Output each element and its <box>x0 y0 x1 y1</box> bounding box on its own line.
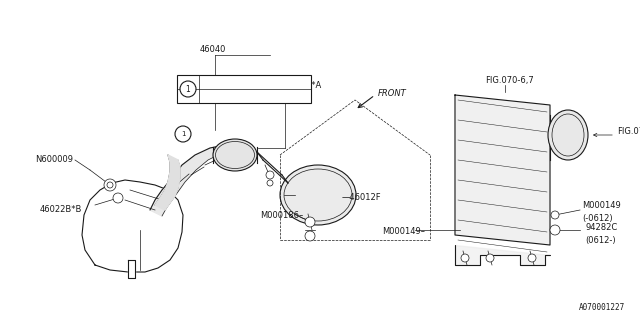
Ellipse shape <box>213 139 257 171</box>
Polygon shape <box>150 145 253 216</box>
Circle shape <box>551 211 559 219</box>
Text: N600009: N600009 <box>35 156 73 164</box>
Circle shape <box>267 180 273 186</box>
Ellipse shape <box>216 141 255 169</box>
Ellipse shape <box>284 169 352 221</box>
Polygon shape <box>128 260 135 280</box>
Circle shape <box>528 254 536 262</box>
Text: A070001227: A070001227 <box>579 303 625 312</box>
Text: M000149: M000149 <box>582 201 621 210</box>
Ellipse shape <box>552 114 584 156</box>
Bar <box>177 75 311 103</box>
Polygon shape <box>155 155 180 210</box>
Polygon shape <box>455 245 550 265</box>
Circle shape <box>486 254 494 262</box>
Ellipse shape <box>548 110 588 160</box>
Circle shape <box>550 225 560 235</box>
Text: FRONT: FRONT <box>378 89 407 98</box>
Text: FIG.073: FIG.073 <box>617 127 640 137</box>
Circle shape <box>305 231 315 241</box>
Circle shape <box>107 182 113 188</box>
Text: (-0612): (-0612) <box>582 213 612 222</box>
Text: 46022B*A: 46022B*A <box>280 81 323 90</box>
Circle shape <box>305 217 315 227</box>
Circle shape <box>104 179 116 191</box>
Text: N600009 ( -'07MY0609): N600009 ( -'07MY0609) <box>203 77 300 86</box>
Circle shape <box>113 193 123 203</box>
Circle shape <box>175 126 191 142</box>
Polygon shape <box>455 95 550 245</box>
Text: 1: 1 <box>180 131 185 137</box>
Text: FIG.070-6,7: FIG.070-6,7 <box>485 76 534 84</box>
Text: 46022B*B: 46022B*B <box>40 205 83 214</box>
Text: N370002 ('07MY0610-  ): N370002 ('07MY0610- ) <box>203 92 305 100</box>
Text: M000149–: M000149– <box>382 228 425 236</box>
Text: 46040: 46040 <box>200 45 227 54</box>
Ellipse shape <box>280 165 356 225</box>
Circle shape <box>461 254 469 262</box>
Circle shape <box>266 171 274 179</box>
Text: —46012F: —46012F <box>342 194 381 203</box>
Text: 1: 1 <box>186 84 190 93</box>
Polygon shape <box>82 180 183 272</box>
Text: 94282C: 94282C <box>585 223 617 233</box>
Text: (0612-): (0612-) <box>585 236 616 245</box>
Text: M000186–: M000186– <box>260 211 303 220</box>
Circle shape <box>180 81 196 97</box>
